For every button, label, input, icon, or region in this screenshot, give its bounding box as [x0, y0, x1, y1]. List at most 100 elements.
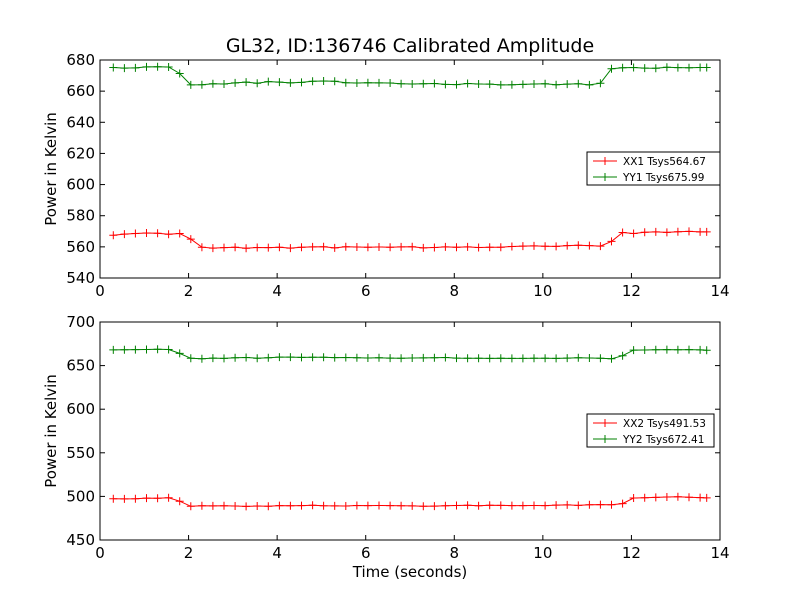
data-point	[297, 353, 306, 362]
data-point	[685, 493, 693, 502]
data-point	[629, 494, 638, 502]
data-point	[651, 64, 660, 73]
data-point	[629, 346, 638, 355]
x-axis-label: Time (seconds)	[352, 563, 468, 581]
data-point	[220, 80, 228, 88]
data-point	[175, 69, 184, 78]
data-point	[607, 237, 616, 246]
data-point	[574, 79, 583, 88]
legend-label: YY2 Tsys672.41	[622, 434, 704, 446]
data-point	[507, 242, 516, 251]
x-tick-label: 10	[533, 282, 552, 300]
data-point	[640, 64, 649, 73]
data-point	[474, 80, 483, 88]
data-point	[408, 501, 417, 510]
data-point	[253, 243, 262, 252]
data-point	[363, 243, 372, 252]
data-point	[109, 63, 118, 72]
data-point	[352, 501, 361, 510]
data-point	[640, 228, 649, 237]
data-point	[164, 63, 173, 71]
y-tick-label: 540	[66, 269, 95, 287]
data-point	[640, 346, 649, 354]
data-point	[662, 345, 671, 354]
data-point	[231, 78, 240, 87]
data-point	[496, 243, 505, 252]
data-point	[530, 501, 538, 510]
data-point	[264, 77, 273, 86]
data-point	[308, 501, 317, 510]
data-point	[474, 354, 483, 363]
data-point	[452, 501, 461, 510]
data-point	[474, 243, 483, 252]
data-point	[308, 77, 317, 86]
data-point	[208, 79, 217, 88]
data-point	[441, 501, 450, 510]
y-axis-label: Power in Kelvin	[42, 112, 60, 226]
data-point	[408, 354, 417, 362]
data-point	[330, 501, 339, 510]
data-point	[131, 494, 140, 503]
data-point	[231, 353, 240, 362]
data-point	[563, 241, 572, 250]
data-point	[197, 354, 206, 363]
x-tick-label: 6	[361, 544, 371, 562]
data-point	[286, 78, 295, 87]
data-point	[685, 63, 693, 72]
data-point	[507, 80, 516, 89]
data-point	[164, 345, 173, 354]
y-tick-label: 650	[66, 357, 95, 375]
data-point	[629, 63, 638, 72]
legend-marker	[601, 173, 609, 181]
data-point	[419, 243, 428, 252]
data-point	[463, 354, 472, 363]
data-point	[386, 79, 395, 87]
data-point	[685, 345, 693, 354]
data-point	[153, 62, 162, 71]
y-tick-label: 660	[66, 82, 95, 100]
data-point	[552, 354, 561, 363]
x-tick-label: 2	[184, 544, 194, 562]
data-point	[408, 242, 417, 251]
data-point	[673, 345, 682, 354]
y-tick-label: 600	[66, 400, 95, 418]
data-point	[662, 493, 671, 501]
data-point	[618, 499, 627, 508]
x-tick-label: 14	[710, 282, 729, 300]
data-point	[651, 227, 660, 236]
data-point	[131, 345, 140, 354]
data-point	[530, 241, 538, 250]
series-yy-2	[109, 345, 711, 363]
data-point	[275, 243, 284, 252]
y-tick-label: 580	[66, 207, 95, 225]
data-point	[175, 349, 184, 358]
data-point	[375, 501, 383, 510]
data-point	[430, 502, 439, 511]
data-point	[341, 502, 350, 510]
data-point	[397, 354, 406, 363]
data-point	[574, 241, 583, 250]
data-point	[463, 242, 472, 251]
data-point	[463, 79, 472, 88]
data-point	[386, 354, 395, 363]
data-point	[264, 502, 273, 511]
y-tick-label: 560	[66, 238, 95, 256]
data-point	[397, 79, 406, 88]
data-point	[419, 353, 428, 362]
data-point	[319, 353, 328, 362]
data-point	[220, 243, 228, 252]
data-point	[375, 243, 383, 251]
data-point	[253, 502, 262, 510]
data-point	[441, 242, 450, 251]
data-point	[286, 501, 295, 510]
data-point	[541, 354, 550, 363]
data-point	[618, 63, 627, 72]
data-point	[651, 493, 660, 502]
data-point	[518, 354, 527, 363]
data-point	[430, 79, 439, 88]
data-point	[596, 79, 605, 88]
x-tick-label: 0	[95, 544, 105, 562]
data-point	[375, 353, 383, 362]
data-point	[507, 354, 516, 363]
